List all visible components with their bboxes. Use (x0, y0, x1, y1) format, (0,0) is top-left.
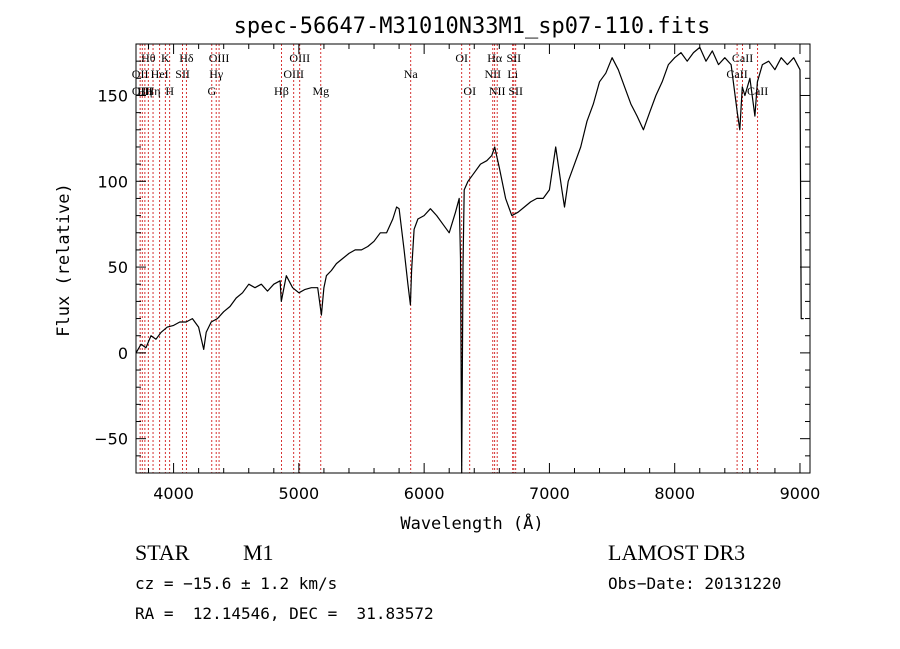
y-tick-label: 50 (108, 258, 128, 277)
survey-name: LAMOST DR3 (608, 540, 746, 565)
y-tick-label: 100 (97, 172, 128, 191)
line-marker-label: Hη (146, 84, 161, 98)
line-marker-label: H (165, 84, 174, 98)
line-marker-label: OIII (283, 67, 304, 81)
line-marker-label: OIII (209, 51, 230, 65)
emission-line-markers (139, 44, 759, 473)
x-tick-label: 6000 (404, 484, 445, 503)
line-marker-label: Hβ (274, 84, 289, 98)
line-marker-label: CaII (732, 51, 753, 65)
line-marker-label: NII (484, 67, 501, 81)
line-marker-label: CaII (726, 67, 747, 81)
y-tick-label: 150 (97, 86, 128, 105)
y-tick-label: −50 (94, 430, 128, 449)
coordinates: RA = 12.14546, DEC = 31.83572 (135, 604, 434, 623)
object-class: STAR (135, 540, 190, 565)
line-marker-label: K (161, 51, 170, 65)
line-marker-label: SII (508, 84, 523, 98)
line-marker-label: SII (175, 67, 190, 81)
line-marker-label: G (207, 84, 216, 98)
x-tick-label: 9000 (780, 484, 821, 503)
plot-frame (135, 43, 811, 474)
line-marker-label: Hθ (141, 51, 156, 65)
x-tick-label: 7000 (529, 484, 570, 503)
line-marker-label: Hα (487, 51, 503, 65)
y-tick-label: 0 (118, 344, 128, 363)
line-marker-label: Na (404, 67, 419, 81)
observation-date: Obs−Date: 20131220 (608, 574, 782, 593)
line-marker-label: HeI (151, 67, 169, 81)
x-tick-label: 5000 (279, 484, 320, 503)
emission-line-labels: OIIOIIIHηHθHηHeIKHSIIHδGHγOIIIHβOIIIOIII… (132, 51, 768, 98)
line-marker-label: Hγ (209, 67, 224, 81)
line-marker-label: Li (507, 67, 518, 81)
line-marker-label: OIII (132, 84, 153, 98)
line-marker-label: OI (455, 51, 468, 65)
x-tick-label: 4000 (153, 484, 194, 503)
line-marker-label: NII (489, 84, 506, 98)
y-tick-labels: −50 0 50 100 150 (94, 86, 128, 448)
redshift-velocity: cz = −15.6 ± 1.2 km/s (135, 574, 338, 593)
line-marker-label: Hη (137, 84, 152, 98)
axis-ticks (136, 44, 810, 473)
y-axis-label: Flux (relative) (54, 183, 74, 337)
x-tick-labels: 4000 5000 6000 7000 8000 9000 (153, 484, 820, 503)
object-subclass: M1 (243, 540, 274, 565)
line-marker-label: OI (463, 84, 476, 98)
x-tick-label: 8000 (654, 484, 695, 503)
line-marker-label: OII (132, 67, 149, 81)
line-marker-label: Hδ (179, 51, 194, 65)
line-marker-label: OIII (289, 51, 310, 65)
x-axis-label: Wavelength (Å) (400, 512, 543, 534)
line-marker-label: Mg (312, 84, 329, 98)
line-marker-label: SII (507, 51, 522, 65)
chart-title: spec-56647-M31010N33M1_sp07-110.fits (234, 14, 711, 39)
